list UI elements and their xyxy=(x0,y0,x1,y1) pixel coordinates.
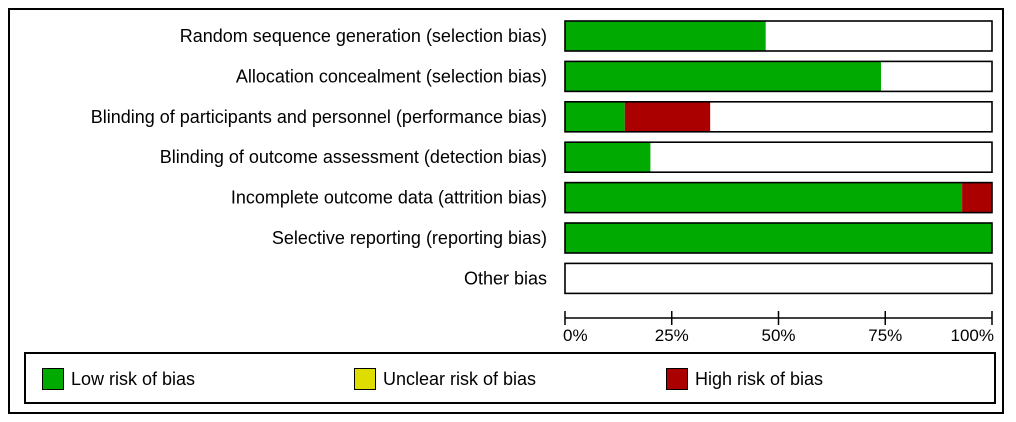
bar-background xyxy=(565,263,992,294)
legend-item-unclear: Unclear risk of bias xyxy=(354,367,536,391)
bar-outline xyxy=(564,141,993,173)
chart-plot: Random sequence generation (selection bi… xyxy=(91,20,994,345)
x-tick-label: 25% xyxy=(655,326,689,345)
category-label: Incomplete outcome data (attrition bias) xyxy=(231,188,547,208)
legend-item-high: High risk of bias xyxy=(666,367,823,391)
bar-outline xyxy=(564,60,993,93)
legend-item-low: Low risk of bias xyxy=(42,367,195,391)
bar-segment-low xyxy=(565,182,963,213)
category-label: Selective reporting (reporting bias) xyxy=(272,228,547,248)
category-label: Blinding of outcome assessment (detectio… xyxy=(160,147,547,167)
bar-outline xyxy=(564,222,993,254)
bar-segment-low xyxy=(565,61,881,92)
bar-outline xyxy=(564,181,993,214)
legend-label-low: Low risk of bias xyxy=(71,368,196,389)
category-label: Random sequence generation (selection bi… xyxy=(180,26,547,46)
bar-segment-high xyxy=(624,101,711,132)
x-tick-label: 50% xyxy=(761,326,795,345)
bar-outline xyxy=(564,262,993,295)
legend: Low risk of bias Unclear risk of bias Hi… xyxy=(24,352,996,404)
legend-label-high: High risk of bias xyxy=(695,368,824,389)
category-label: Blinding of participants and personnel (… xyxy=(91,107,547,127)
bar-segment-low xyxy=(565,142,651,173)
bar-segment-low xyxy=(565,101,625,132)
bar-outline xyxy=(564,101,993,133)
category-label: Other bias xyxy=(464,268,547,288)
bar-outline xyxy=(564,20,993,52)
legend-swatch-unclear xyxy=(354,368,376,390)
bar-segment-low xyxy=(565,223,992,253)
legend-swatch-high xyxy=(666,368,688,390)
bar-segment-low xyxy=(565,21,766,51)
legend-label-unclear: Unclear risk of bias xyxy=(383,368,537,389)
bar-segment-high xyxy=(962,182,992,213)
x-tick-label: 0% xyxy=(563,326,588,345)
x-tick-label: 75% xyxy=(868,326,902,345)
category-label: Allocation concealment (selection bias) xyxy=(236,66,547,86)
legend-swatch-low xyxy=(42,368,64,390)
x-tick-label: 100% xyxy=(951,326,994,345)
